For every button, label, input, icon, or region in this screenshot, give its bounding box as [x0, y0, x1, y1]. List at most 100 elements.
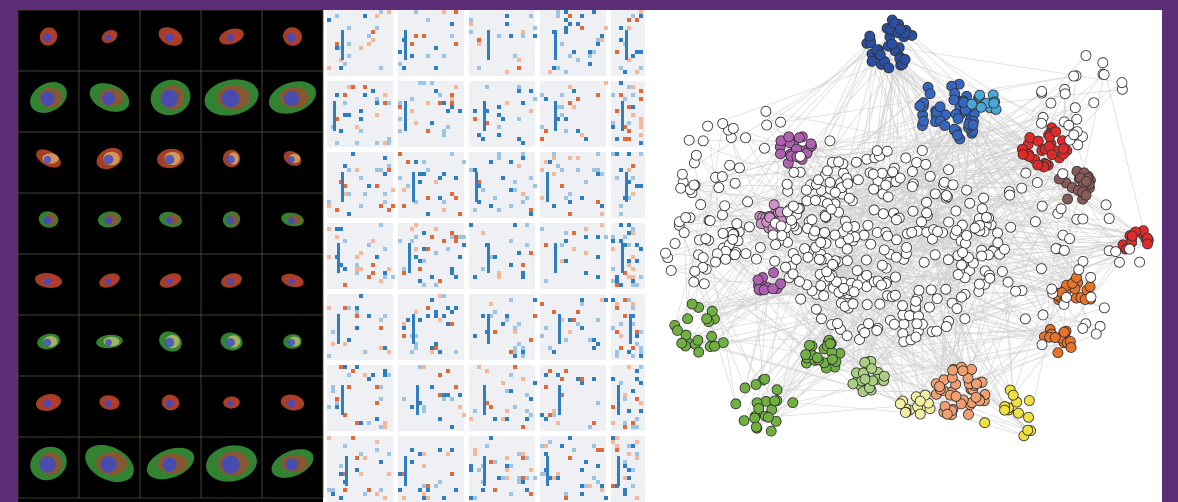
cell-nucleus: [226, 338, 235, 347]
heatmap-cell: [619, 212, 623, 216]
heatmap-cell: [509, 188, 513, 192]
node: [1063, 194, 1073, 204]
heatmap-cell: [639, 247, 643, 251]
heatmap-cell: [560, 113, 564, 117]
heatmap-cell: [438, 448, 442, 452]
node: [872, 146, 882, 156]
node: [942, 409, 952, 419]
heatmap-cell: [469, 468, 473, 472]
heatmap-cell: [375, 168, 379, 172]
cell-nucleus: [288, 339, 295, 346]
node: [879, 245, 889, 255]
node: [701, 234, 711, 244]
heatmap-cell: [446, 322, 450, 326]
node: [860, 328, 870, 338]
heatmap-cell: [596, 318, 600, 322]
heatmap-cell: [521, 456, 525, 460]
node: [976, 102, 986, 112]
heatmap-stripe: [625, 30, 628, 60]
heatmap-cell: [556, 66, 560, 70]
heatmap-cell: [631, 231, 635, 235]
node: [895, 399, 905, 409]
heatmap-cell: [343, 164, 347, 168]
heatmap-cell: [627, 452, 631, 456]
node: [816, 281, 826, 291]
heatmap-cell: [347, 306, 351, 310]
heatmap-cell: [556, 421, 560, 425]
heatmap-cell: [422, 365, 426, 369]
heatmap-cell: [635, 334, 639, 338]
heatmap-cell: [331, 330, 335, 334]
heatmap-cell: [627, 105, 631, 109]
node: [807, 215, 817, 225]
node: [1101, 200, 1111, 210]
heatmap-cell: [600, 172, 604, 176]
heatmap-cell: [635, 456, 639, 460]
heatmap-cell: [343, 93, 347, 97]
heatmap-cell: [339, 365, 343, 369]
heatmap-cell: [635, 369, 639, 373]
heatmap-cell: [454, 85, 458, 89]
node: [720, 201, 730, 211]
heatmap-cell: [540, 302, 544, 306]
cell-nucleus: [288, 156, 295, 163]
node: [1038, 310, 1048, 320]
heatmap-cell: [540, 472, 544, 476]
heatmap-cell: [438, 176, 442, 180]
heatmap-cell: [473, 334, 477, 338]
heatmap-cell: [580, 484, 584, 488]
heatmap-cell: [426, 18, 430, 22]
node: [932, 294, 942, 304]
heatmap-cell: [442, 200, 446, 204]
node: [843, 179, 853, 189]
heatmap-cell: [335, 46, 339, 50]
heatmap-cell: [627, 298, 631, 302]
heatmap-cell: [505, 314, 509, 318]
node: [1059, 245, 1069, 255]
heatmap-cell: [529, 397, 533, 401]
heatmap-cell: [327, 306, 331, 310]
cell-nucleus: [227, 278, 234, 285]
heatmap-stripe: [337, 243, 340, 273]
heatmap-cell: [327, 200, 331, 204]
heatmap-cell: [631, 306, 635, 310]
node: [958, 248, 968, 258]
heatmap-cell: [493, 488, 497, 492]
node: [1033, 136, 1043, 146]
heatmap-cell: [576, 168, 580, 172]
node: [1065, 234, 1075, 244]
node: [844, 193, 854, 203]
heatmap-cell: [367, 275, 371, 279]
heatmap-cell: [533, 26, 537, 30]
heatmap-stripe: [412, 314, 415, 344]
node: [941, 190, 951, 200]
heatmap-cell: [450, 448, 454, 452]
heatmap-cell: [387, 137, 391, 141]
heatmap-cell: [596, 172, 600, 176]
heatmap-cell: [379, 346, 383, 350]
heatmap-cell: [552, 204, 556, 208]
heatmap-cell: [371, 263, 375, 267]
heatmap-cell: [343, 306, 347, 310]
heatmap-cell: [521, 275, 525, 279]
heatmap-cell: [529, 212, 533, 216]
heatmap-cell: [615, 436, 619, 440]
node: [1070, 103, 1080, 113]
heatmap-cell: [596, 401, 600, 405]
heatmap-cell: [509, 263, 513, 267]
heatmap-cell: [379, 204, 383, 208]
heatmap-cell: [611, 298, 615, 302]
heatmap-cell: [398, 62, 402, 66]
heatmap-cell: [596, 38, 600, 42]
heatmap-cell: [521, 156, 525, 160]
node: [728, 234, 738, 244]
heatmap-cell: [619, 334, 623, 338]
node: [958, 366, 968, 376]
heatmap-cell: [631, 468, 635, 472]
heatmap-cell: [379, 488, 383, 492]
node: [900, 407, 910, 417]
heatmap-cell: [402, 204, 406, 208]
node: [1053, 348, 1063, 358]
heatmap-cell: [406, 318, 410, 322]
node: [941, 322, 951, 332]
